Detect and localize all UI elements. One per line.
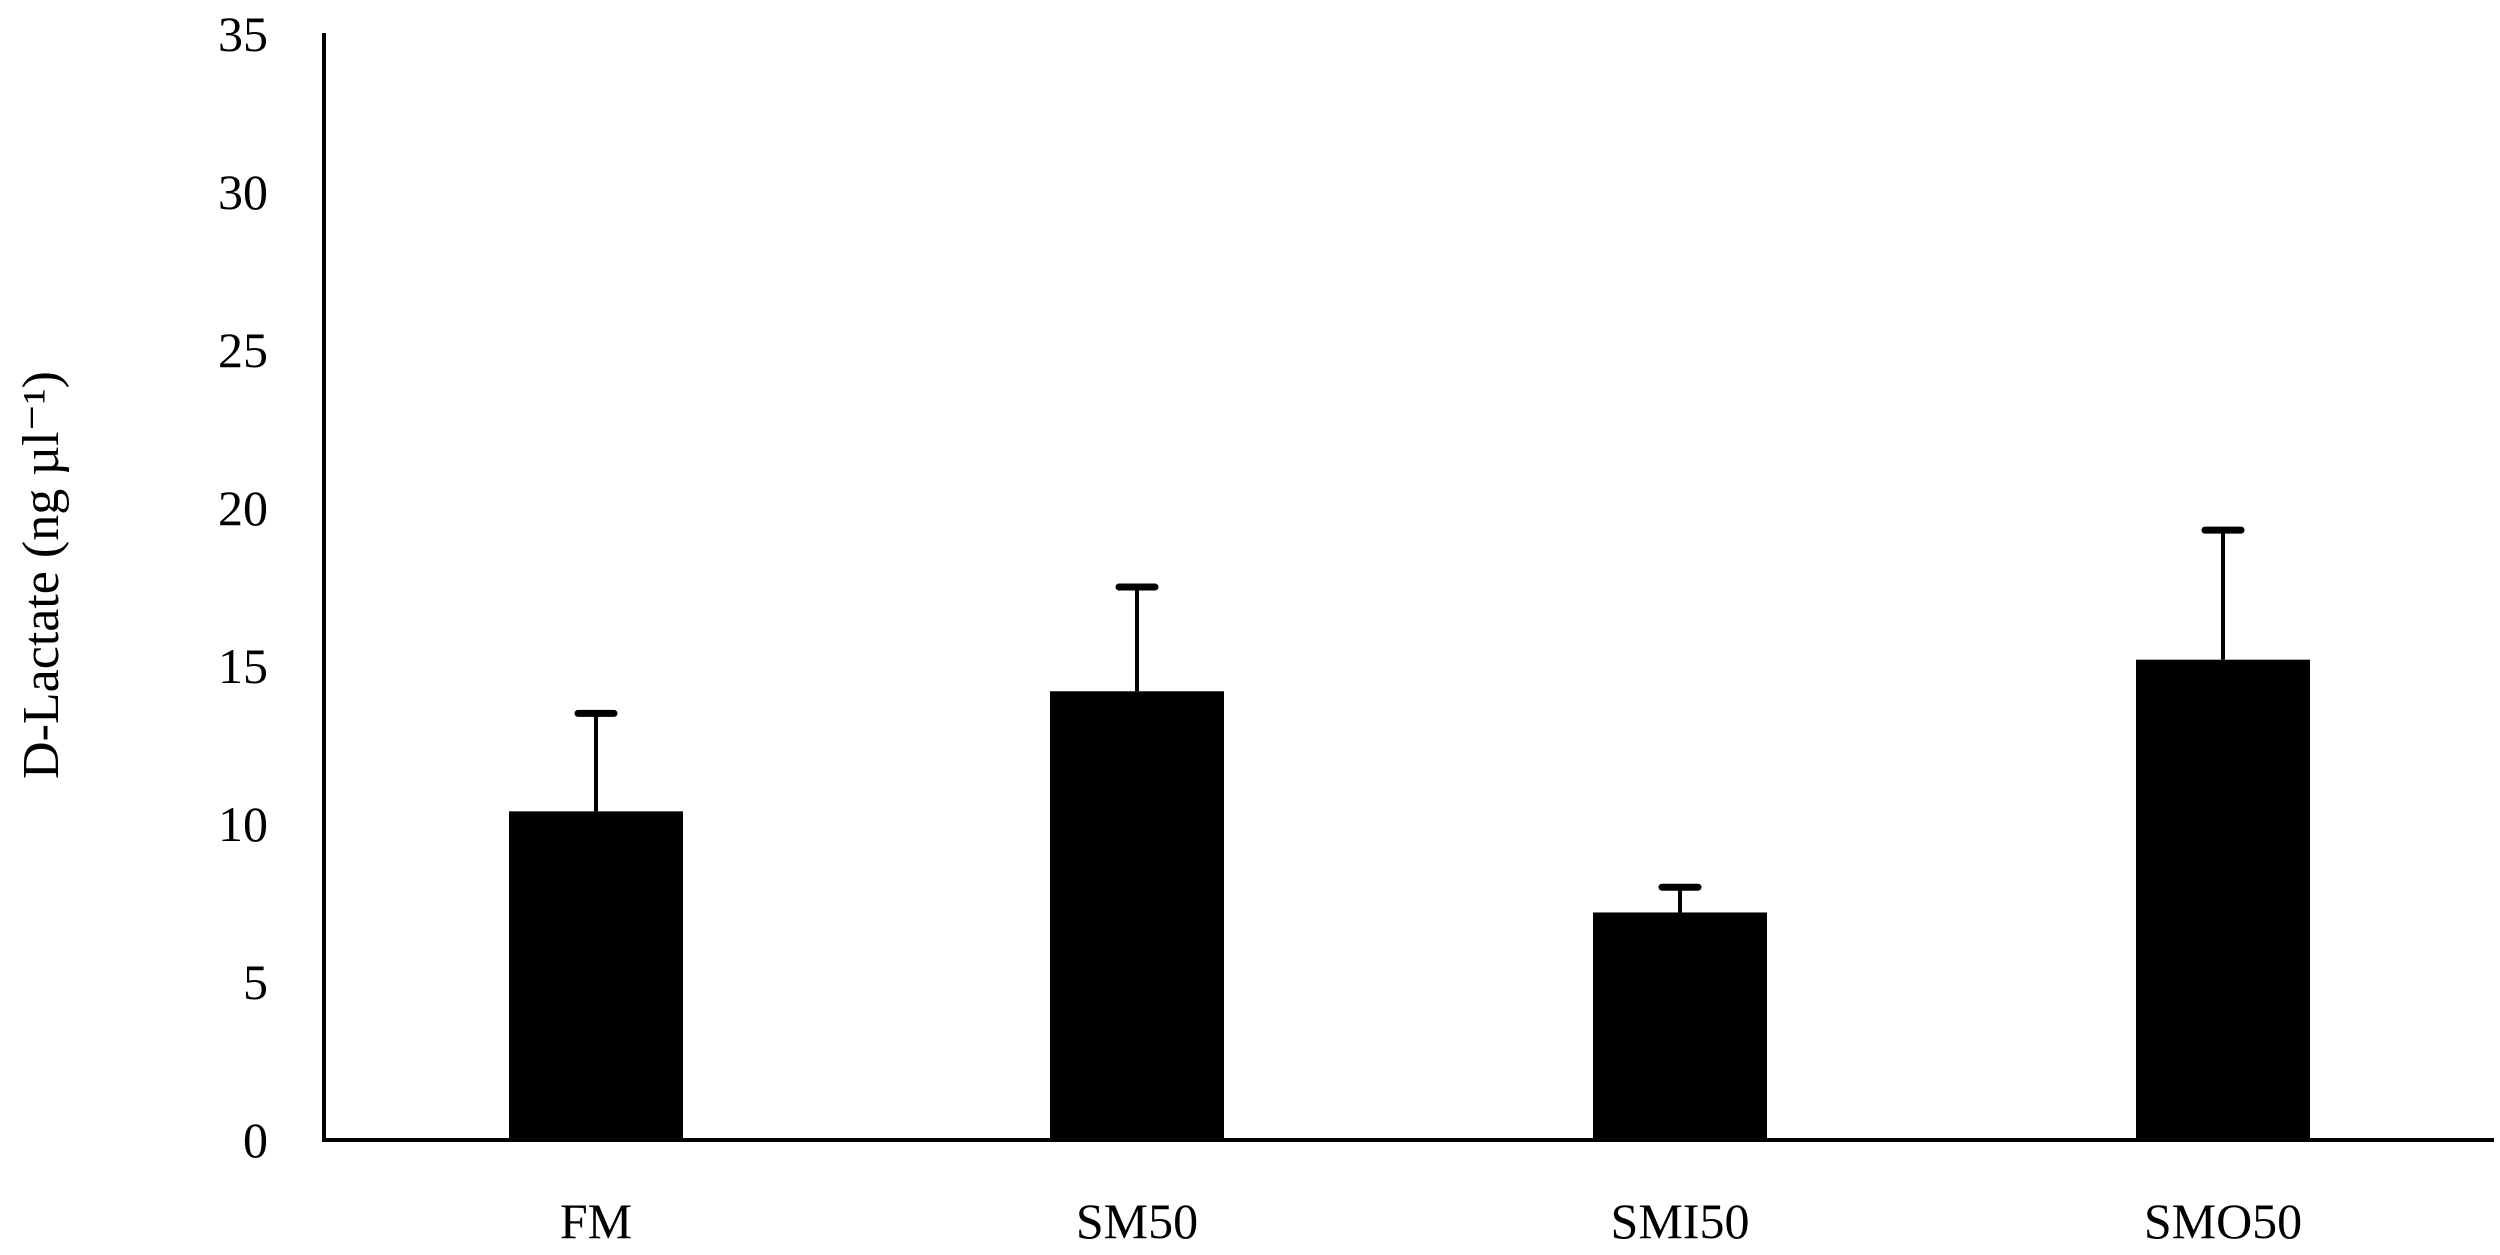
- bar-smi50: [1593, 912, 1767, 1140]
- y-tick-label: 35: [218, 6, 268, 62]
- bar-smo50: [2136, 659, 2310, 1140]
- x-category-label: SMO50: [2144, 1193, 2302, 1249]
- bars: [509, 659, 2310, 1140]
- y-tick-label: 25: [218, 322, 268, 378]
- y-tick-label: 20: [218, 480, 268, 536]
- y-tick-label: 5: [243, 954, 268, 1010]
- y-axis-tick-labels: 0 5 10 15 20 25 30 35: [218, 6, 268, 1168]
- error-bar-sm50: [1115, 583, 1159, 692]
- x-category-label: SMI50: [1611, 1193, 1750, 1249]
- x-axis-category-labels: FM SM50 SMI50 SMO50: [560, 1193, 2302, 1249]
- bar-sm50: [1050, 691, 1224, 1140]
- y-tick-label: 10: [218, 796, 268, 852]
- y-tick-label: 30: [218, 164, 268, 220]
- x-category-label: FM: [560, 1193, 632, 1249]
- error-bar-smo50: [2201, 526, 2245, 660]
- y-tick-label: 15: [218, 638, 268, 694]
- error-bars: [574, 526, 2245, 913]
- bar-fm: [509, 811, 683, 1140]
- error-bar-fm: [574, 709, 618, 812]
- y-tick-label: 0: [243, 1112, 268, 1168]
- x-category-label: SM50: [1076, 1193, 1198, 1249]
- y-axis-title: D-Lactate (ng µl⁻¹): [13, 371, 70, 779]
- error-bar-smi50: [1658, 883, 1702, 913]
